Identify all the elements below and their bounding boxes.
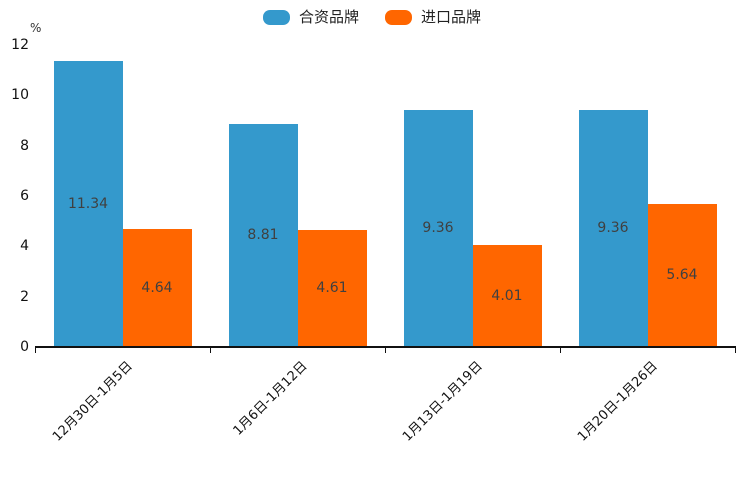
bar-series1-cat2[interactable] bbox=[472, 245, 542, 346]
chart-legend: 合资品牌 进口品牌 bbox=[0, 10, 744, 25]
x-axis-tick-mark bbox=[210, 348, 211, 353]
legend-label: 合资品牌 bbox=[298, 8, 359, 26]
y-axis-tick-label: 6 bbox=[20, 188, 29, 204]
legend-swatch-icon bbox=[385, 10, 412, 25]
bar-series0-cat2[interactable] bbox=[403, 110, 473, 346]
x-axis-tick-mark bbox=[735, 348, 736, 353]
x-axis-tick-label: 1月6日-1月12日 bbox=[230, 358, 311, 439]
x-axis-tick-mark bbox=[385, 348, 386, 353]
y-axis-tick-label: 2 bbox=[20, 288, 29, 305]
bar-series1-cat0[interactable] bbox=[122, 229, 192, 346]
y-axis-tick-label: 12 bbox=[11, 37, 29, 53]
x-axis-line bbox=[35, 346, 736, 348]
x-axis-tick-mark bbox=[560, 348, 561, 353]
x-axis-tick-label: 1月13日-1月19日 bbox=[400, 358, 486, 445]
legend-item-series0[interactable]: 合资品牌 bbox=[262, 8, 359, 26]
y-axis-unit-label: % bbox=[30, 21, 42, 35]
y-axis-tick-label: 0 bbox=[20, 339, 29, 355]
y-axis-tick-label: 10 bbox=[11, 87, 29, 104]
legend-item-series1[interactable]: 进口品牌 bbox=[385, 10, 481, 25]
legend-swatch-icon bbox=[262, 10, 290, 25]
bar-series0-cat1[interactable] bbox=[228, 124, 298, 346]
y-axis-tick-label: 4 bbox=[20, 238, 29, 255]
bar-series0-cat3[interactable] bbox=[578, 110, 648, 346]
bar-series0-cat0[interactable] bbox=[53, 61, 123, 346]
legend-label: 进口品牌 bbox=[421, 8, 482, 26]
bar-series1-cat3[interactable] bbox=[647, 204, 717, 346]
x-axis-tick-mark bbox=[35, 348, 36, 353]
y-axis-tick-label: 8 bbox=[20, 137, 29, 154]
x-axis-tick-label: 1月20日-1月26日 bbox=[575, 358, 661, 445]
bar-series1-cat1[interactable] bbox=[297, 230, 367, 346]
x-axis-tick-label: 12月30日-1月5日 bbox=[50, 358, 136, 445]
